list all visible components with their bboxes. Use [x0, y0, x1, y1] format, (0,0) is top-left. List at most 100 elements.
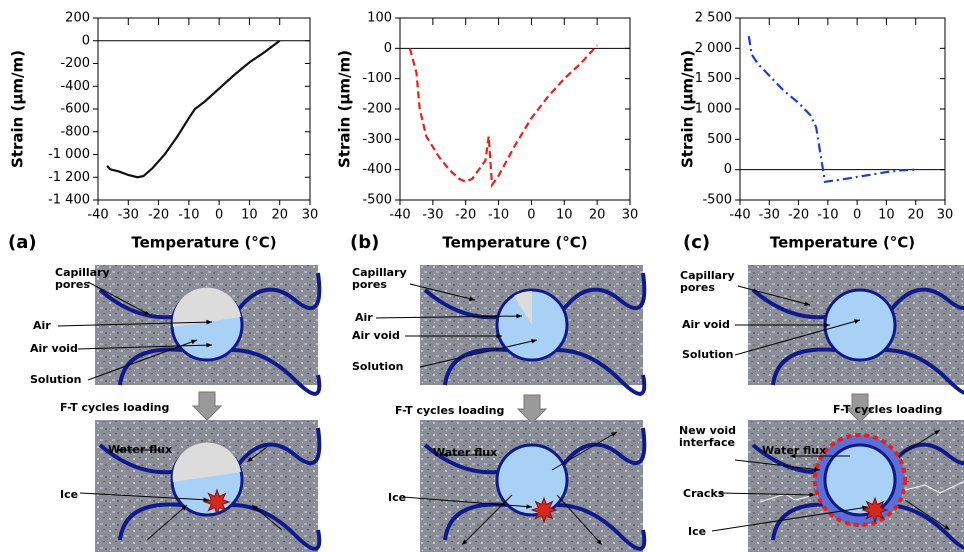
y-tick-label: 2 500: [695, 11, 732, 26]
capillary: [561, 427, 647, 467]
label: Solution: [30, 373, 82, 386]
arrow-head: [809, 492, 815, 498]
x-tick-label: 0: [527, 208, 535, 223]
loading-arrow: [516, 394, 548, 424]
x-tick-label: 10: [241, 208, 258, 223]
x-tick-label: 0: [853, 208, 861, 223]
arrow-head: [252, 505, 258, 511]
plot-frame: [739, 17, 946, 201]
arrow-head: [496, 333, 502, 339]
panel-label: (c): [683, 232, 710, 253]
plot-frame: [399, 17, 631, 201]
label: Air void: [352, 329, 400, 342]
capillary: [889, 287, 964, 312]
y-tick-label: -600: [60, 102, 90, 117]
panel-label: (a): [8, 232, 37, 253]
arrow-head: [117, 447, 123, 453]
y-tick-label: -100: [362, 71, 392, 86]
arrow: [409, 283, 476, 301]
crack: [904, 480, 964, 494]
y-tick-label: -200: [362, 102, 392, 117]
data-line: [106, 39, 281, 179]
y-axis-title: Strain (μm/m): [336, 50, 354, 168]
arrow-head: [247, 456, 253, 462]
arrow-head: [442, 452, 448, 458]
y-tick-label: -400: [60, 79, 90, 94]
arrow-head: [790, 453, 796, 459]
x-axis-title: Temperature (°C): [131, 234, 276, 252]
x-tick-label: 30: [302, 208, 319, 223]
capillary: [751, 288, 826, 320]
y-tick-label: -200: [60, 56, 90, 71]
label: Capillary pores: [680, 269, 735, 294]
arrow-head: [944, 524, 950, 530]
y-axis-title: Strain (μm/m): [679, 50, 697, 168]
arrow: [87, 281, 151, 316]
ice: [530, 496, 558, 524]
y-tick-label: -800: [60, 124, 90, 139]
arrow: [461, 494, 513, 546]
y-tick-label: -500: [362, 193, 392, 208]
capillary: [771, 347, 836, 386]
loading-arrow: [191, 391, 223, 421]
ice: [203, 488, 231, 516]
air-void: [823, 443, 897, 517]
arrow-head: [531, 338, 537, 344]
arrow-head: [824, 322, 830, 328]
capillary: [884, 348, 964, 395]
arrow: [734, 459, 821, 471]
x-tick-label: -10: [178, 208, 199, 223]
crack: [759, 493, 816, 503]
arrow: [146, 504, 188, 541]
x-tick-label: 20: [907, 208, 924, 223]
capillary: [98, 443, 173, 475]
label: F-T cycles loading: [60, 401, 170, 414]
arrow-head: [181, 505, 187, 511]
label: Water flux: [762, 444, 827, 457]
arrow-head: [516, 313, 522, 319]
arrow-head: [191, 339, 197, 345]
x-tick-label: 0: [215, 208, 223, 223]
capillary: [231, 348, 322, 396]
air: [514, 290, 532, 325]
x-axis-title: Temperature (°C): [770, 234, 915, 252]
label: Ice: [688, 525, 707, 538]
arrow-head: [804, 301, 810, 306]
arrow: [57, 321, 213, 327]
arrow: [711, 506, 869, 532]
y-tick-label: 200: [65, 11, 90, 26]
x-tick-label: 10: [878, 208, 895, 223]
y-tick-label: 0: [384, 41, 392, 56]
label: Solution: [352, 360, 404, 373]
y-tick-label: 100: [367, 11, 392, 26]
label: Solution: [682, 348, 734, 361]
arrow-head: [206, 342, 212, 348]
label: Air void: [30, 342, 78, 355]
arrow-head: [814, 467, 820, 472]
label: Water flux: [433, 446, 498, 459]
arrow: [551, 431, 618, 471]
arrow-head: [144, 310, 150, 315]
arrow-head: [596, 539, 602, 545]
air-void: [495, 443, 569, 517]
label: Air: [33, 319, 51, 332]
arrow-head: [203, 497, 209, 503]
capillary: [236, 427, 322, 467]
y-tick-label: -1 200: [48, 170, 90, 185]
y-tick-label: 2 000: [695, 41, 732, 56]
arrow: [737, 285, 811, 306]
capillary: [884, 503, 964, 550]
x-tick-label: -20: [788, 208, 809, 223]
x-tick-label: -10: [817, 208, 838, 223]
label: Cracks: [683, 487, 725, 500]
arrow: [77, 344, 213, 350]
x-tick-label: -30: [118, 208, 139, 223]
capillary: [236, 272, 322, 312]
capillary: [231, 503, 322, 551]
arrow-head: [934, 430, 940, 435]
data-line: [747, 36, 916, 184]
label: Ice: [60, 488, 79, 501]
arrow: [419, 339, 538, 368]
arrow-head: [611, 432, 617, 437]
label: F-T cycles loading: [833, 403, 943, 416]
